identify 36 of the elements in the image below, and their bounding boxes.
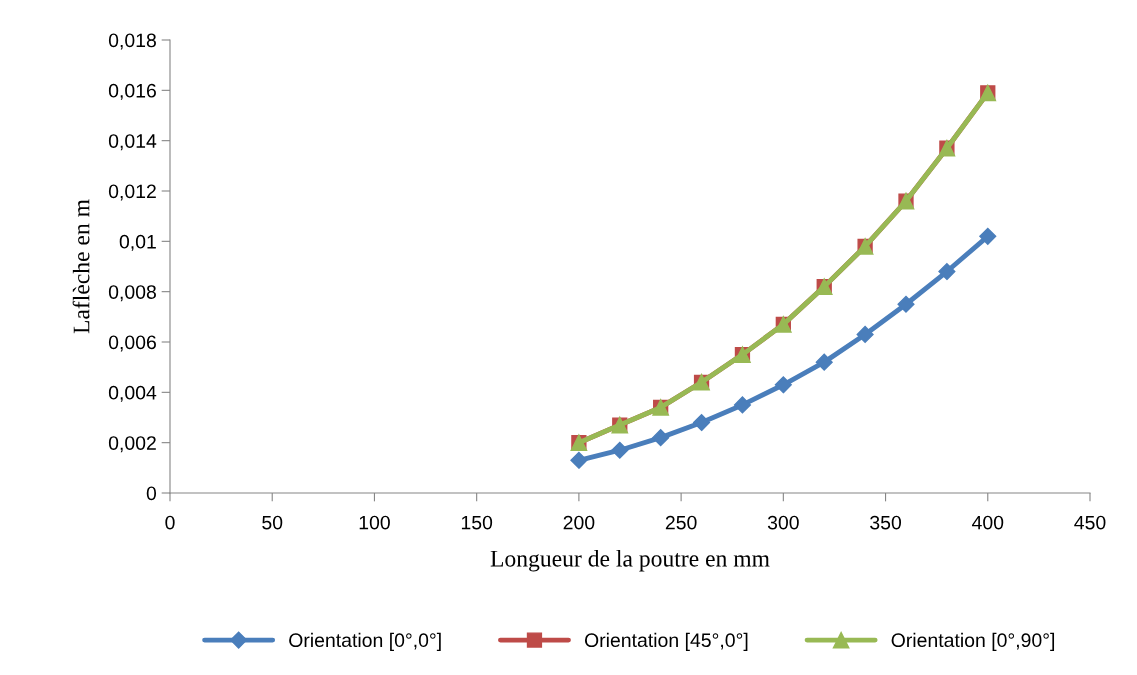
legend-label: Orientation [45°,0°] (584, 632, 748, 651)
x-tick-label: 200 (563, 515, 595, 530)
y-tick-label: 0,012 (108, 184, 156, 201)
y-axis-title: Laflèche en m (72, 199, 90, 334)
y-tick-label: 0,018 (108, 33, 156, 50)
y-tick-label: 0,004 (108, 385, 157, 402)
x-tick-label: 250 (665, 515, 697, 530)
point (693, 413, 711, 432)
x-tick-label: 350 (870, 515, 902, 530)
x-axis-title: Longueur de la poutre en mm (490, 550, 770, 572)
point (652, 429, 670, 447)
point (938, 262, 956, 281)
point (897, 295, 915, 313)
y-tick-label: 0,016 (108, 83, 156, 100)
x-tick-label: 450 (1074, 515, 1106, 530)
point (733, 396, 751, 414)
x-tick-label: 50 (262, 515, 283, 530)
point (815, 353, 833, 371)
x-tick-label: 100 (359, 515, 390, 530)
y-tick-label: 0,014 (108, 134, 157, 151)
x-tick-label: 150 (461, 515, 493, 530)
point (856, 325, 874, 344)
y-tick-label: 0,01 (119, 234, 156, 251)
y-tick-label: 0 (146, 486, 157, 501)
y-tick-label: 0,002 (108, 436, 156, 453)
legend-label: Orientation [0°,90°] (891, 632, 1055, 651)
x-tick-label: 300 (767, 515, 799, 530)
point (570, 451, 588, 469)
y-tick-label: 0,008 (108, 285, 156, 302)
legend-label: Orientation [0°,0°] (289, 632, 441, 651)
point (611, 441, 629, 459)
y-tick-label: 0,006 (108, 335, 156, 352)
point (774, 376, 792, 394)
x-tick-label: 400 (972, 515, 1004, 530)
point (979, 227, 997, 245)
x-tick-label: 0 (165, 515, 175, 530)
